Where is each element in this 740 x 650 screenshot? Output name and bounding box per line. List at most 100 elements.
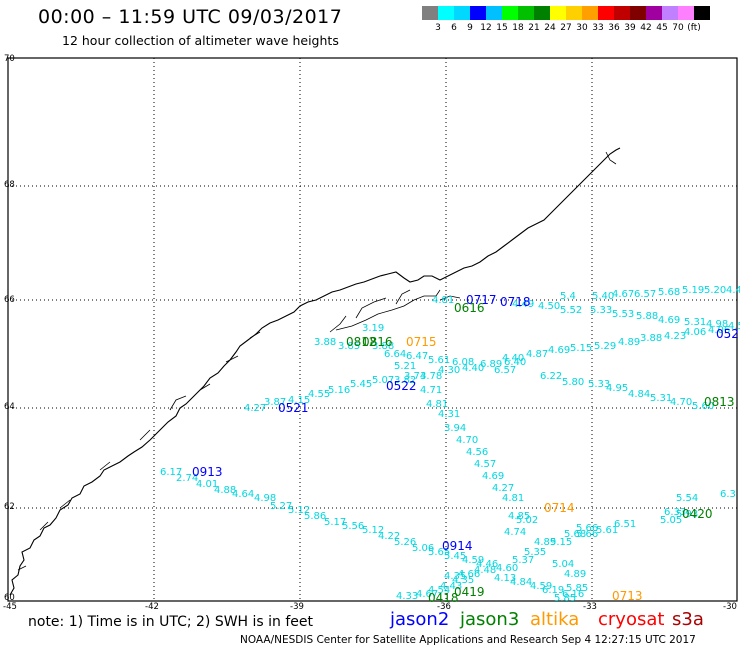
scale-label: 24: [544, 23, 556, 33]
scale-swatch: [438, 6, 454, 20]
greenland-coastline-fjords: [17, 151, 617, 571]
wave-height-label: 4.95: [606, 383, 629, 394]
wave-height-label: 4.69: [482, 471, 505, 482]
latitude-label: 60: [4, 593, 15, 603]
wave-height-label: 4.50: [538, 301, 561, 312]
wave-height-label: 5.60: [692, 401, 715, 412]
wave-height-label: 5.4: [560, 291, 576, 302]
wave-height-label: 4.01: [196, 479, 219, 490]
wave-height-label: 5.07: [372, 375, 395, 386]
wave-height-label: 4.4: [726, 285, 740, 296]
wave-height-label: 5.04: [552, 559, 575, 570]
pass-time-label: 0816: [362, 335, 393, 349]
wave-height-label: 5.29: [594, 341, 617, 352]
pass-time-label: 0714: [544, 501, 575, 515]
wave-height-label: 4.59: [462, 555, 485, 566]
wave-height-label: 4.06: [708, 325, 731, 336]
latitude-label: 70: [4, 54, 15, 64]
wave-height-label: 4.89: [618, 337, 641, 348]
pass-time-label: 0812: [346, 335, 377, 349]
wave-height-label: 4.81: [432, 295, 455, 306]
wave-height-label: 5.06: [412, 543, 435, 554]
wave-height-label: 5.05: [660, 515, 683, 526]
wave-height-label: 4.71: [420, 385, 443, 396]
wave-height-label: 4.98: [706, 319, 729, 330]
wave-height-label: 5.45: [444, 551, 467, 562]
wave-height-label: 5.86: [304, 511, 327, 522]
wave-height-label: 4.35: [452, 575, 475, 586]
wave-height-label: 6.33: [664, 507, 687, 518]
wave-height-label: 4.33: [396, 591, 419, 602]
scale-swatch: [550, 6, 566, 20]
wave-height-label: 4.67: [416, 589, 439, 600]
scale-label: 33: [592, 23, 604, 33]
wave-height-label: 4.88: [214, 485, 237, 496]
scale-swatch: [534, 6, 550, 20]
wave-height-label: 5.20: [704, 285, 727, 296]
wave-height-label: 5.15: [570, 343, 593, 354]
wave-height-label: 6.40: [504, 357, 527, 368]
longitude-label: -36: [437, 602, 451, 612]
wave-height-label: 5.65: [428, 547, 451, 558]
wave-height-label: 5.93: [676, 509, 699, 520]
footer-note: note: 1) Time is in UTC; 2) SWH is in fe…: [28, 614, 314, 630]
pass-time-label: 0717: [466, 293, 497, 307]
scale-swatch: [598, 6, 614, 20]
wave-height-label: 5.35: [524, 547, 547, 558]
scale-swatch: [566, 6, 582, 20]
legend-jason3: jason3: [460, 609, 520, 630]
scale-label: 15: [496, 23, 508, 33]
wave-height-label: 4.27: [492, 483, 515, 494]
wave-height-label: 4.56: [466, 447, 489, 458]
wave-height-label: 4.89: [534, 537, 557, 548]
wave-height-label: 4.30: [438, 365, 461, 376]
wave-height-label: 4.22: [378, 531, 401, 542]
scale-swatch: [582, 6, 598, 20]
legend-jason2: jason2: [390, 609, 450, 630]
pass-time-label: 0418: [428, 591, 459, 605]
wave-height-label: 4.48: [474, 565, 497, 576]
longitude-label: -45: [3, 602, 17, 612]
wave-height-label: 5.19: [682, 285, 705, 296]
scale-swatch: [486, 6, 502, 20]
wave-height-label: 2.74: [176, 473, 199, 484]
pass-time-label: 0419: [454, 585, 485, 599]
scale-swatch: [470, 6, 486, 20]
greenland-coastline: [9, 147, 621, 596]
graticule: [8, 58, 737, 601]
scale-swatch: [630, 6, 646, 20]
scale-label: 18: [512, 23, 524, 33]
scale-label: 9: [467, 23, 473, 33]
wave-height-label: 4.15: [288, 395, 311, 406]
wave-height-label: 5.88: [636, 311, 659, 322]
scale-label: 36: [608, 23, 620, 33]
scale-label: 70: [672, 23, 684, 33]
wave-height-label: 6.64: [384, 349, 407, 360]
wave-height-label: 4.74: [504, 527, 527, 538]
wave-height-label: 5.52: [560, 305, 583, 316]
wave-height-label: 4.57: [474, 459, 497, 470]
scale-swatch: [454, 6, 470, 20]
wave-height-label: 6.89: [480, 359, 503, 370]
wave-height-label: 4.59: [530, 581, 553, 592]
wave-height-label: 6.47: [406, 351, 429, 362]
wave-height-label: 4.23: [664, 331, 687, 342]
longitude-label: -42: [145, 602, 159, 612]
wave-height-label: 5.26: [394, 537, 417, 548]
legend-cryosat: cryosat: [598, 609, 665, 630]
wave-height-label: 4.64: [232, 489, 255, 500]
scale-swatch: [662, 6, 678, 20]
wave-height-label: 5.12: [288, 505, 311, 516]
wave-height-label: 3.87: [264, 397, 287, 408]
wave-height-label: 5.27: [270, 501, 293, 512]
wave-height-label: 4.89: [564, 569, 587, 580]
wave-height-label: 3.94: [444, 423, 467, 434]
wave-height-label: 4.69: [658, 315, 681, 326]
wave-height-label: 5.33: [588, 379, 611, 390]
wave-height-label: 5.85: [566, 583, 589, 594]
wave-height-label: 5.31: [684, 317, 707, 328]
wave-height-label: 5.33: [590, 305, 613, 316]
pass-time-label: 0813: [704, 395, 735, 409]
wave-height-label: 5.37: [512, 555, 535, 566]
scale-label: 6: [451, 23, 457, 33]
